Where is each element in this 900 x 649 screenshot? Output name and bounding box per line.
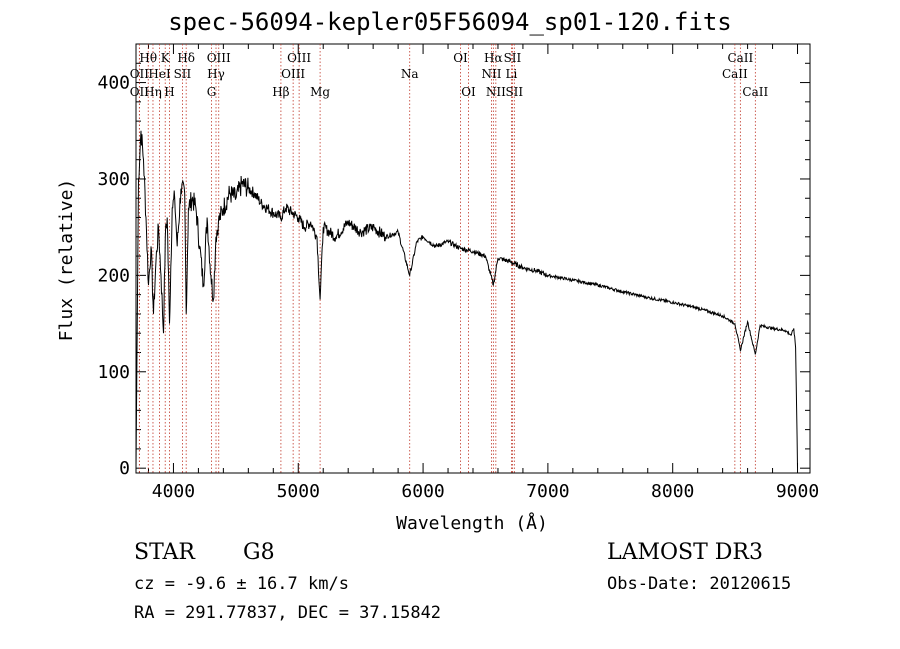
- line-label-OI: OI: [453, 51, 468, 65]
- line-label-CaII: CaII: [727, 51, 753, 65]
- x-tick-label: 4000: [152, 481, 195, 502]
- survey-label: LAMOST DR3: [607, 540, 763, 565]
- line-label-Hα: Hα: [484, 51, 503, 65]
- class-label: STAR: [134, 540, 195, 565]
- x-tick-label: 9000: [776, 481, 819, 502]
- y-tick-label: 100: [97, 362, 130, 383]
- x-tick-label: 5000: [277, 481, 320, 502]
- flux-series-line: [135, 130, 798, 469]
- line-label-K: K: [161, 51, 171, 65]
- velocity-text: cz = -9.6 ± 16.7 km/s: [134, 574, 349, 594]
- line-label-Hγ: Hγ: [207, 67, 225, 81]
- y-axis-label: Flux (relative): [56, 179, 77, 342]
- line-label-Hβ: Hβ: [272, 85, 289, 99]
- line-label-OIII: OIII: [281, 67, 305, 81]
- x-tick-label: 7000: [526, 481, 569, 502]
- axes-layer: 4000 5000 6000 7000 8000 9000 0 100 200 300 400: [97, 43, 819, 502]
- subclass-label: G8: [243, 540, 275, 565]
- line-label-Li: Li: [506, 67, 518, 81]
- coordinates-text: RA = 291.77837, DEC = 37.15842: [134, 603, 442, 623]
- y-tick-label: 0: [119, 458, 130, 479]
- line-label-SII: SII: [174, 67, 192, 81]
- line-label-OII: OII: [130, 85, 150, 99]
- line-label-CaII: CaII: [742, 85, 768, 99]
- x-tick-label: 6000: [401, 481, 444, 502]
- line-label-Hη: Hη: [144, 85, 162, 99]
- series-layer: [135, 130, 798, 469]
- x-tick-label: 8000: [651, 481, 694, 502]
- line-label-G: G: [207, 85, 217, 99]
- x-axis-label: Wavelength (Å): [396, 512, 548, 534]
- line-label-NII: NII: [481, 67, 501, 81]
- line-label-OI: OI: [461, 85, 476, 99]
- chart-title: spec-56094-kepler05F56094_sp01-120.fits: [168, 8, 732, 36]
- spectral-line-markers: [138, 44, 756, 473]
- line-label-Hδ: Hδ: [177, 51, 195, 65]
- line-label-Na: Na: [401, 67, 419, 81]
- line-label-CaII: CaII: [722, 67, 748, 81]
- line-label-OII: OII: [130, 67, 150, 81]
- y-tick-label: 400: [97, 73, 130, 94]
- line-label-H: H: [164, 85, 174, 99]
- line-label-Mg: Mg: [310, 85, 330, 99]
- line-label-Hθ: Hθ: [139, 51, 157, 65]
- plot-frame: [135, 43, 811, 474]
- line-label-HeI: HeI: [148, 67, 171, 81]
- y-tick-label: 200: [97, 265, 130, 286]
- y-tick-label: 300: [97, 169, 130, 190]
- line-label-SII: SII: [504, 51, 522, 65]
- line-label-OIII: OIII: [207, 51, 231, 65]
- obs-date-text: Obs-Date: 20120615: [607, 574, 792, 594]
- line-label-NII: NII: [486, 85, 506, 99]
- line-label-SII: SII: [505, 85, 523, 99]
- line-label-OIII: OIII: [287, 51, 311, 65]
